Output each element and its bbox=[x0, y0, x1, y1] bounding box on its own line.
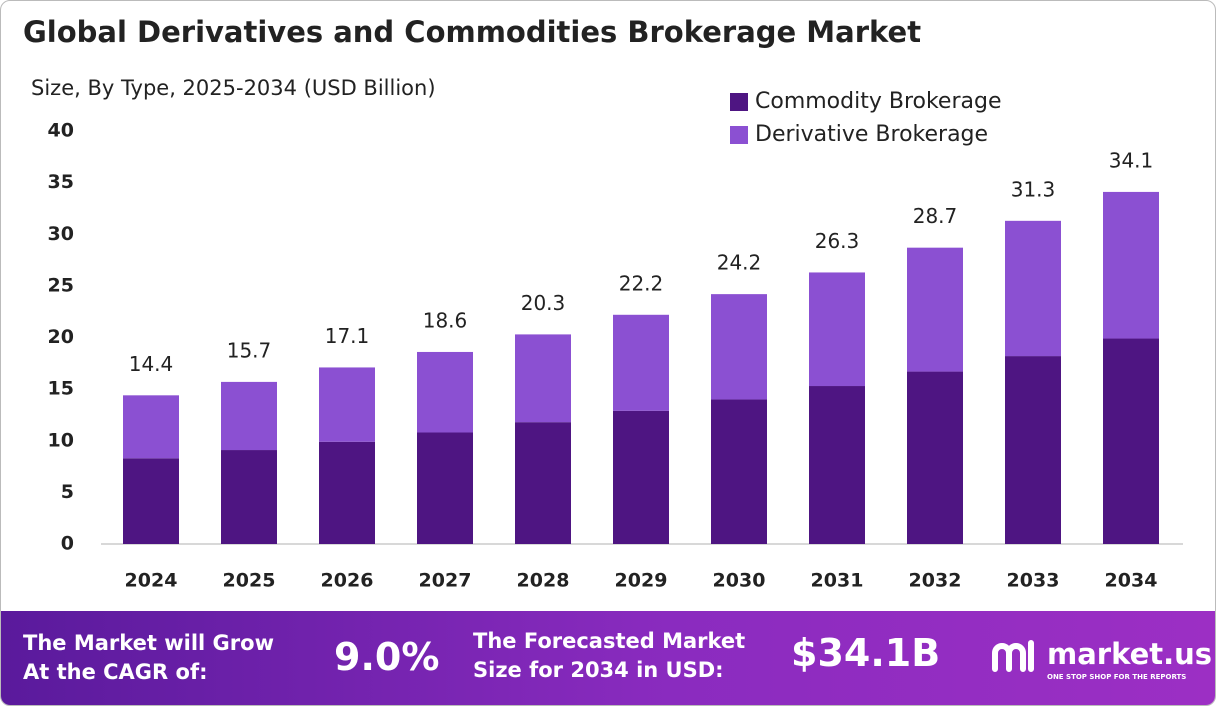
legend-label: Derivative Brokerage bbox=[755, 122, 988, 147]
forecast-value: $34.1B bbox=[791, 631, 941, 675]
x-tick-label: 2033 bbox=[1007, 570, 1060, 592]
text-line: At the CAGR of: bbox=[23, 660, 208, 684]
brand-logo bbox=[992, 640, 1034, 672]
bar-segment bbox=[613, 314, 669, 411]
bar-segment bbox=[809, 272, 865, 387]
bar-segment bbox=[319, 441, 375, 544]
x-tick-label: 2025 bbox=[223, 570, 276, 592]
bar-segment bbox=[123, 458, 179, 544]
bar-segment bbox=[319, 367, 375, 442]
y-tick-label: 15 bbox=[48, 378, 74, 400]
total-label: 22.2 bbox=[619, 271, 664, 295]
x-tick-label: 2028 bbox=[517, 570, 570, 592]
bar-segment bbox=[809, 386, 865, 544]
bar-segment bbox=[515, 422, 571, 544]
chart: Global Derivatives and Commodities Broke… bbox=[23, 15, 1183, 592]
chart-subtitle: Size, By Type, 2025-2034 (USD Billion) bbox=[31, 76, 436, 100]
y-tick-label: 25 bbox=[48, 274, 74, 296]
legend-swatch bbox=[730, 126, 748, 144]
bar-segment bbox=[711, 399, 767, 544]
bar-segment bbox=[1005, 220, 1061, 357]
x-tick-label: 2029 bbox=[615, 570, 668, 592]
bar-segment bbox=[221, 450, 277, 544]
x-tick-label: 2030 bbox=[713, 570, 766, 592]
total-label: 14.4 bbox=[129, 352, 174, 376]
bar-segment bbox=[907, 247, 963, 372]
text-line: The Market will Grow bbox=[23, 631, 274, 655]
legend-swatch bbox=[730, 93, 748, 111]
brand-name: market.us bbox=[1047, 637, 1213, 671]
y-tick-label: 35 bbox=[48, 171, 74, 193]
bar-segment bbox=[711, 294, 767, 400]
x-tick-label: 2031 bbox=[811, 570, 864, 592]
bar-segment bbox=[417, 432, 473, 544]
chart-title: Global Derivatives and Commodities Broke… bbox=[23, 15, 921, 49]
bar-segment bbox=[221, 381, 277, 451]
bar-segment bbox=[123, 395, 179, 459]
total-label: 15.7 bbox=[227, 338, 272, 362]
footer-banner: The Market will Grow At the CAGR of: 9.0%… bbox=[1, 611, 1215, 705]
y-tick-label: 20 bbox=[48, 326, 74, 348]
total-label: 26.3 bbox=[815, 229, 860, 253]
total-label: 18.6 bbox=[423, 308, 468, 332]
total-label: 20.3 bbox=[521, 291, 566, 315]
total-label: 34.1 bbox=[1109, 148, 1154, 172]
bar-segment bbox=[1103, 191, 1159, 339]
bar-segment bbox=[417, 351, 473, 433]
x-tick-label: 2026 bbox=[321, 570, 374, 592]
x-tick-label: 2034 bbox=[1105, 570, 1158, 592]
bar-segment bbox=[1103, 338, 1159, 544]
total-label: 24.2 bbox=[717, 251, 762, 275]
bar-segment bbox=[515, 334, 571, 423]
text-line: Size for 2034 in USD: bbox=[473, 658, 724, 682]
cagr-value: 9.0% bbox=[334, 635, 440, 679]
forecast-label: The Forecasted Market Size for 2034 in US… bbox=[473, 627, 745, 685]
cagr-label: The Market will Grow At the CAGR of: bbox=[23, 629, 274, 687]
text-line: The Forecasted Market bbox=[473, 629, 746, 653]
x-tick-label: 2024 bbox=[125, 570, 178, 592]
y-tick-label: 5 bbox=[61, 481, 74, 503]
bar-segment bbox=[613, 410, 669, 544]
y-tick-label: 40 bbox=[48, 120, 74, 142]
total-label: 17.1 bbox=[325, 324, 370, 348]
x-tick-label: 2027 bbox=[419, 570, 472, 592]
y-tick-label: 30 bbox=[48, 223, 74, 245]
brand-tagline: ONE STOP SHOP FOR THE REPORTS bbox=[1047, 673, 1187, 681]
bar-segment bbox=[907, 371, 963, 544]
y-tick-label: 10 bbox=[48, 429, 74, 451]
legend-label: Commodity Brokerage bbox=[755, 89, 1002, 114]
x-tick-label: 2032 bbox=[909, 570, 962, 592]
total-label: 28.7 bbox=[913, 204, 958, 228]
bar-segment bbox=[1005, 356, 1061, 544]
y-tick-label: 0 bbox=[61, 533, 74, 555]
total-label: 31.3 bbox=[1011, 177, 1056, 201]
